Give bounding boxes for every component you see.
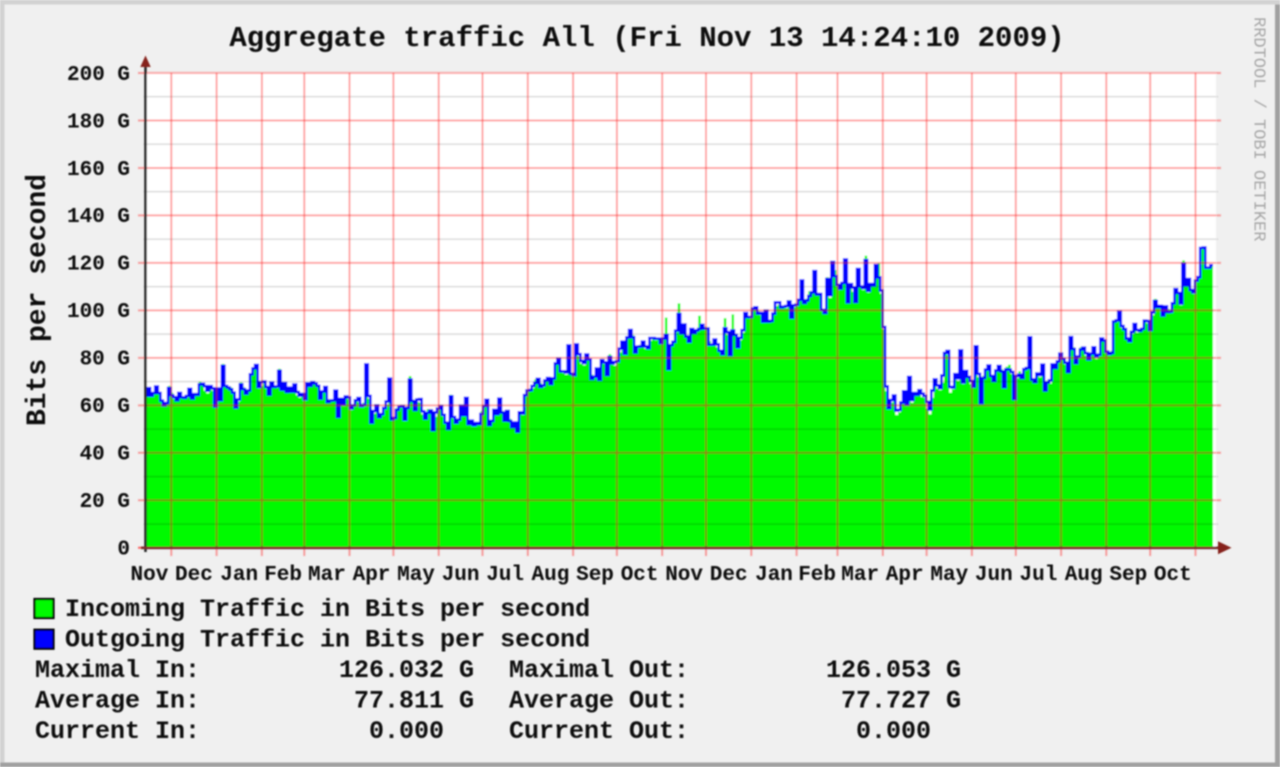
svg-text:Mar: Mar: [841, 564, 879, 587]
svg-text:Nov: Nov: [665, 564, 703, 587]
svg-text:77.727 G: 77.727 G: [841, 687, 961, 716]
svg-text:Feb: Feb: [798, 564, 836, 587]
svg-text:Jun: Jun: [442, 564, 480, 587]
svg-text:Aggregate traffic All (Fri Nov: Aggregate traffic All (Fri Nov 13 14:24:…: [229, 22, 1064, 55]
svg-text:100 G: 100 G: [67, 301, 130, 324]
svg-text:126.032 G: 126.032 G: [339, 656, 474, 685]
svg-text:Apr: Apr: [886, 564, 924, 587]
svg-text:Aug: Aug: [531, 564, 569, 587]
svg-text:Bits per second: Bits per second: [23, 174, 54, 426]
svg-text:Maximal In:: Maximal In:: [35, 656, 200, 685]
svg-text:Oct: Oct: [621, 564, 659, 587]
svg-text:Maximal Out:: Maximal Out:: [509, 656, 689, 685]
svg-text:Aug: Aug: [1065, 564, 1103, 587]
svg-text:60 G: 60 G: [80, 396, 130, 419]
svg-text:Apr: Apr: [353, 564, 391, 587]
svg-text:180 G: 180 G: [67, 111, 130, 134]
svg-text:160 G: 160 G: [67, 159, 130, 182]
svg-text:126.053 G: 126.053 G: [826, 656, 961, 685]
svg-text:20 G: 20 G: [80, 491, 130, 514]
svg-text:0.000: 0.000: [369, 717, 444, 746]
svg-text:Jan: Jan: [220, 564, 258, 587]
svg-text:Jul: Jul: [1019, 564, 1057, 587]
svg-text:80 G: 80 G: [80, 349, 130, 372]
svg-text:Feb: Feb: [264, 564, 302, 587]
svg-text:Average Out:: Average Out:: [509, 687, 689, 716]
svg-text:40 G: 40 G: [80, 444, 130, 467]
svg-text:May: May: [930, 564, 968, 587]
svg-text:Average In:: Average In:: [35, 687, 200, 716]
svg-text:Incoming Traffic in Bits per s: Incoming Traffic in Bits per second: [65, 595, 590, 624]
svg-text:0: 0: [117, 539, 130, 562]
svg-text:Mar: Mar: [308, 564, 346, 587]
svg-text:Jul: Jul: [486, 564, 524, 587]
svg-text:200 G: 200 G: [67, 64, 130, 87]
svg-text:Dec: Dec: [175, 564, 213, 587]
svg-text:Dec: Dec: [710, 564, 748, 587]
svg-text:0.000: 0.000: [856, 717, 931, 746]
svg-text:77.811 G: 77.811 G: [354, 687, 474, 716]
svg-text:Current In:: Current In:: [35, 717, 200, 746]
svg-text:Oct: Oct: [1154, 564, 1192, 587]
svg-text:Sep: Sep: [576, 564, 614, 587]
svg-text:140 G: 140 G: [67, 206, 130, 229]
svg-text:Jun: Jun: [975, 564, 1013, 587]
svg-text:Jan: Jan: [755, 564, 793, 587]
svg-text:RRDTOOL / TOBI OETIKER: RRDTOOL / TOBI OETIKER: [1249, 17, 1268, 241]
svg-text:Sep: Sep: [1109, 564, 1147, 587]
svg-text:Current Out:: Current Out:: [509, 717, 689, 746]
svg-text:May: May: [397, 564, 435, 587]
svg-text:Nov: Nov: [130, 564, 168, 587]
svg-text:Outgoing Traffic in Bits per s: Outgoing Traffic in Bits per second: [65, 626, 590, 655]
svg-text:120 G: 120 G: [67, 254, 130, 277]
